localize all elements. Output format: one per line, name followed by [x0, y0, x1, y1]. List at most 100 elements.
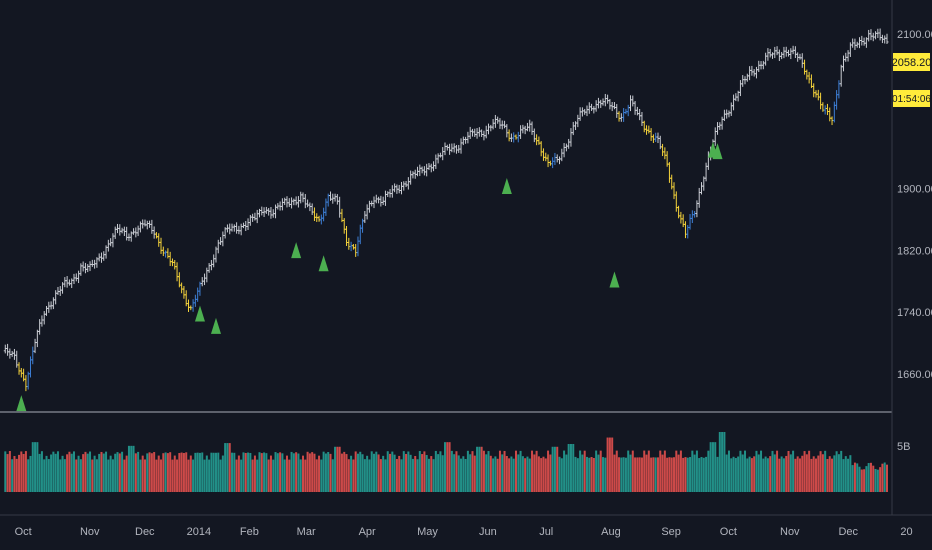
- volume-bar: [851, 465, 854, 492]
- volume-bar: [150, 453, 153, 492]
- volume-bar: [869, 462, 872, 492]
- volume-bar: [118, 453, 121, 492]
- volume-bar: [201, 452, 204, 492]
- volume-bar: [409, 454, 412, 492]
- volume-bar: [36, 442, 39, 492]
- buy-signal-arrow-icon: [291, 242, 302, 259]
- volume-bar: [4, 451, 7, 492]
- volume-bar: [132, 445, 135, 492]
- volume-bar: [714, 442, 717, 492]
- volume-bar: [519, 450, 522, 492]
- volume-bar: [613, 454, 616, 492]
- volume-bar: [217, 452, 220, 492]
- volume-bar: [574, 456, 577, 492]
- volume-bar: [881, 463, 884, 492]
- volume-bar: [176, 459, 179, 492]
- volume-bar: [391, 451, 394, 492]
- volume-bar: [111, 459, 114, 492]
- volume-bar: [423, 451, 426, 492]
- volume-bar: [602, 457, 605, 492]
- volume-bar: [849, 455, 852, 492]
- buy-signal-arrow-icon: [609, 271, 620, 288]
- volume-bar: [393, 454, 396, 492]
- volume-bar: [352, 459, 355, 492]
- volume-bar: [535, 450, 538, 492]
- volume-bar: [531, 450, 534, 492]
- volume-bar: [77, 455, 80, 492]
- volume-bar: [242, 452, 245, 492]
- volume-bar: [606, 437, 609, 492]
- volume-bar: [730, 458, 733, 492]
- volume-bar: [137, 451, 140, 492]
- volume-bar: [595, 450, 598, 492]
- volume-bar: [363, 459, 366, 492]
- volume-bar: [886, 464, 888, 492]
- volume-bar: [331, 459, 334, 492]
- volume-bar: [718, 432, 721, 492]
- volume-bar: [837, 454, 840, 492]
- volume-bar: [295, 452, 298, 492]
- volume-bar: [867, 463, 870, 492]
- volume-bar: [689, 457, 692, 492]
- volume-bar: [267, 459, 270, 492]
- price-axis[interactable]: 2100.00 1900.00 1820.00 1740.00 1660.00: [897, 29, 932, 381]
- volume-bar: [343, 451, 346, 492]
- volume-bar: [597, 454, 600, 492]
- volume-bar: [86, 453, 89, 492]
- volume-bar: [256, 459, 259, 492]
- volume-bar: [368, 459, 371, 492]
- volume-bar: [437, 454, 440, 492]
- volume-bar: [645, 454, 648, 492]
- volume-bar: [196, 452, 199, 492]
- volume-bar: [338, 446, 341, 492]
- volume-bar: [792, 450, 795, 492]
- volume-bar: [253, 455, 256, 492]
- volume-bar: [386, 451, 389, 492]
- volume-bar: [389, 453, 392, 492]
- volume-bar: [757, 454, 760, 492]
- volume-bar: [100, 451, 103, 492]
- price-tags: 2058.20 01:54:06: [892, 53, 931, 107]
- volume-bar: [244, 452, 247, 492]
- volume-bar: [192, 459, 195, 492]
- volume-bar: [308, 453, 311, 492]
- volume-bar: [466, 450, 469, 492]
- volume-bar: [569, 444, 572, 492]
- volume-bar: [166, 453, 169, 492]
- volume-bar: [821, 454, 824, 492]
- time-tick-label: Dec: [838, 526, 858, 538]
- volume-bar: [872, 465, 875, 492]
- volume-bar: [313, 453, 316, 492]
- volume-bar: [345, 454, 348, 492]
- volume-bar: [476, 446, 479, 492]
- time-tick-label: Nov: [80, 526, 100, 538]
- volume-bar: [93, 455, 96, 492]
- volume-bar: [874, 468, 877, 492]
- volume-bar: [180, 452, 183, 492]
- volume-bar: [240, 459, 243, 492]
- volume-bar: [478, 446, 481, 492]
- volume-bar: [134, 453, 137, 492]
- volume-bar: [50, 454, 53, 492]
- time-axis[interactable]: Oct Nov Dec 2014 Feb Mar Apr May Jun Jul Aug Sep Oct…: [15, 526, 913, 538]
- volume-tick-label: 5B: [897, 441, 910, 453]
- volume-bar: [496, 458, 499, 492]
- volume-bar: [260, 453, 263, 492]
- volume-bar: [75, 459, 78, 492]
- volume-bar: [281, 453, 284, 492]
- volume-bar: [514, 450, 517, 492]
- volume-bar: [18, 454, 21, 492]
- time-tick-label: Sep: [661, 526, 681, 538]
- volume-bar: [624, 457, 627, 492]
- volume-pane[interactable]: [4, 432, 888, 492]
- price-pane[interactable]: [3, 28, 889, 392]
- volume-bar: [72, 451, 75, 492]
- time-tick-label: Mar: [297, 526, 316, 538]
- volume-bar: [716, 456, 719, 492]
- volume-bar: [153, 452, 156, 492]
- volume-bar: [114, 453, 117, 492]
- volume-bar: [856, 463, 859, 492]
- volume-bar: [460, 458, 463, 492]
- volume-bar: [794, 458, 797, 492]
- volume-bar: [565, 454, 568, 492]
